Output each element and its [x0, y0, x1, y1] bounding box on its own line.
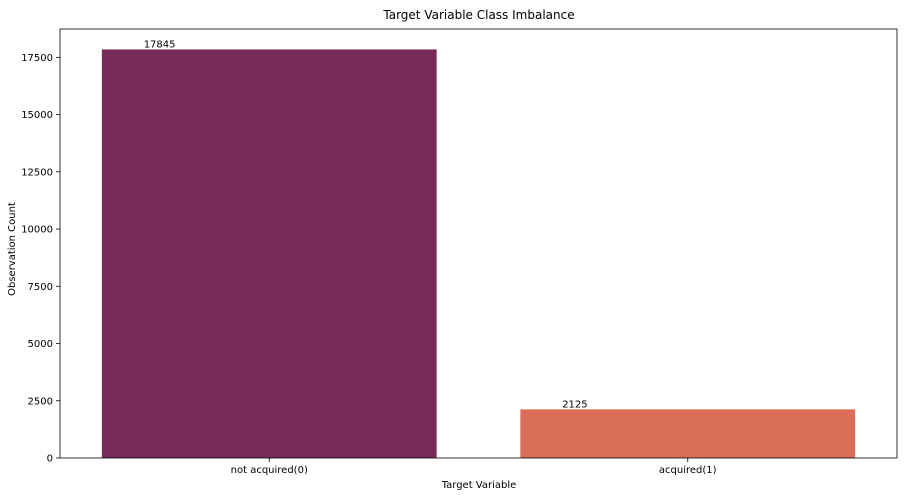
axes-frame [59, 28, 898, 459]
bar-2 [520, 409, 856, 458]
x-tick-label-2: acquired(1) [659, 465, 717, 476]
y-tick-label-4: 7500 [28, 282, 53, 293]
y-tick-label-6: 12500 [21, 167, 53, 178]
x-tick-label-1: not acquired(0) [231, 465, 308, 476]
y-tick-label-3: 5000 [28, 339, 53, 350]
chart-title: Target Variable Class Imbalance [382, 8, 574, 22]
plot-area: 17845 not acquired(0) 2125 acquired(1) 0 2500… [21, 28, 898, 476]
y-tick-label-8: 17500 [21, 53, 53, 64]
bar-1 [101, 49, 437, 458]
y-tick-label-2: 2500 [28, 396, 53, 407]
data-label-2: 2125 [562, 399, 587, 410]
y-tick-label-7: 15000 [21, 110, 53, 121]
y-axis-label: Observation Count [7, 202, 18, 296]
y-tick-label-1: 0 [47, 454, 53, 465]
y-tick-label-5: 10000 [21, 225, 53, 236]
data-label-1: 17845 [144, 39, 176, 50]
x-axis-label: Target Variable [441, 480, 517, 491]
